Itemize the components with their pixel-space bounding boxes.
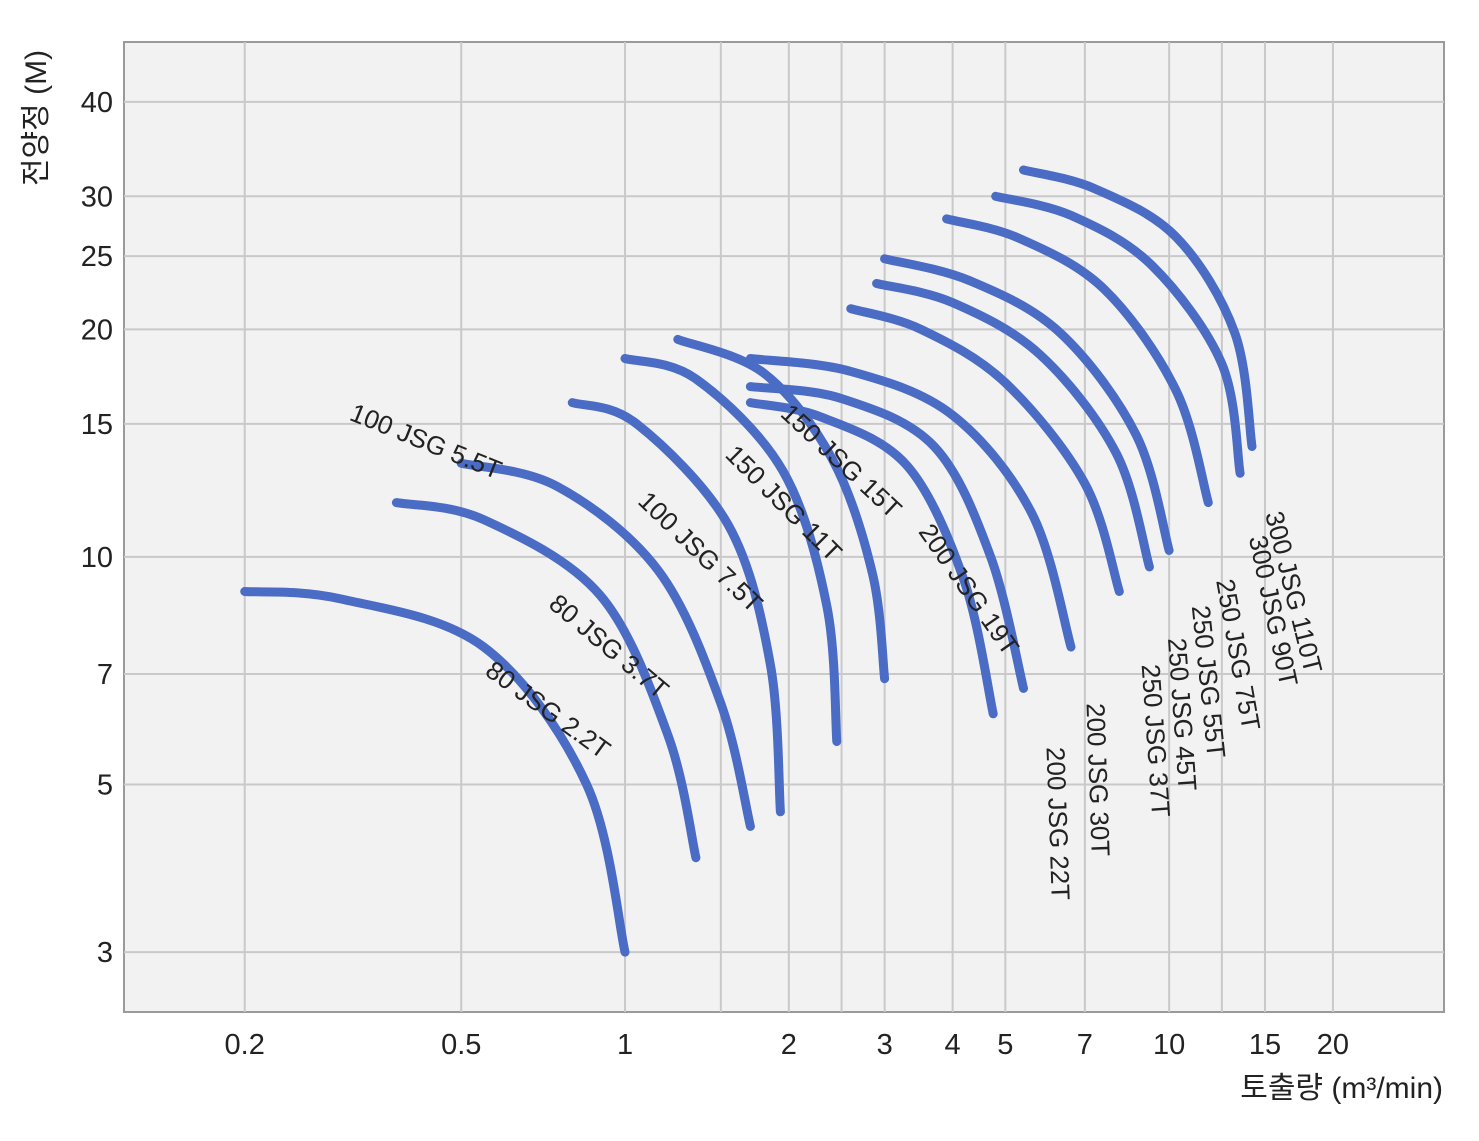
y-tick-label: 30	[81, 181, 113, 213]
x-tick-label: 20	[1317, 1029, 1349, 1061]
y-tick-label: 5	[97, 769, 113, 801]
curve-200-jsg-30t	[745, 354, 1076, 652]
x-tick-label: 1	[617, 1029, 633, 1061]
curve-250-jsg-37t	[846, 304, 1124, 596]
y-tick-label: 20	[81, 314, 113, 346]
curve-100-jsg-7-5t	[567, 398, 785, 817]
curve-200-jsg-19t	[745, 398, 998, 719]
x-gridlines	[243, 42, 1334, 1012]
y-tick-label: 10	[81, 542, 113, 574]
curve-100-jsg-5-5t	[456, 458, 755, 831]
x-tick-label: 0.5	[441, 1029, 481, 1061]
x-tick-label: 5	[997, 1029, 1013, 1061]
y-tick-label: 7	[97, 659, 113, 691]
curve-80-jsg-2-2t	[240, 587, 630, 957]
y-tick-label: 3	[97, 937, 113, 969]
curve-250-jsg-75t	[942, 214, 1213, 508]
x-axis-title: 토출량 (m³/min)	[1240, 1072, 1443, 1105]
x-tick-label: 2	[781, 1029, 797, 1061]
curve-250-jsg-45t	[872, 279, 1154, 572]
x-tick-label: 15	[1249, 1029, 1281, 1061]
curve-250-jsg-55t	[880, 254, 1174, 555]
curve-label-200-jsg-22t: 200 JSG 22T	[1041, 746, 1076, 900]
curve-150-jsg-11t	[620, 354, 842, 746]
x-tick-label: 7	[1077, 1029, 1093, 1061]
curve-label-200-jsg-30t: 200 JSG 30T	[1081, 703, 1116, 857]
curve-80-jsg-3-7t	[391, 498, 701, 863]
y-gridlines	[124, 100, 1444, 954]
y-tick-labels: 3 5 7 10 15 20 25 30 40	[81, 87, 113, 969]
curve-300-jsg-110t	[1019, 165, 1257, 451]
y-axis-title: 전양정 (M)	[20, 50, 53, 186]
x-tick-label: 4	[945, 1029, 961, 1061]
y-tick-label: 40	[81, 87, 113, 119]
x-tick-labels: 0.2 0.5 1 2 3 4 5 7 10 15 20	[225, 1029, 1350, 1061]
x-tick-label: 0.2	[225, 1029, 265, 1061]
y-tick-label: 25	[81, 241, 113, 273]
pump-curves	[240, 165, 1257, 957]
curve-300-jsg-90t	[991, 191, 1245, 478]
y-tick-label: 15	[81, 409, 113, 441]
x-tick-label: 3	[877, 1029, 893, 1061]
curve-150-jsg-15t	[673, 334, 890, 684]
x-tick-label: 10	[1153, 1029, 1185, 1061]
curve-200-jsg-22t	[745, 382, 1028, 693]
plot-area	[123, 41, 1445, 1013]
